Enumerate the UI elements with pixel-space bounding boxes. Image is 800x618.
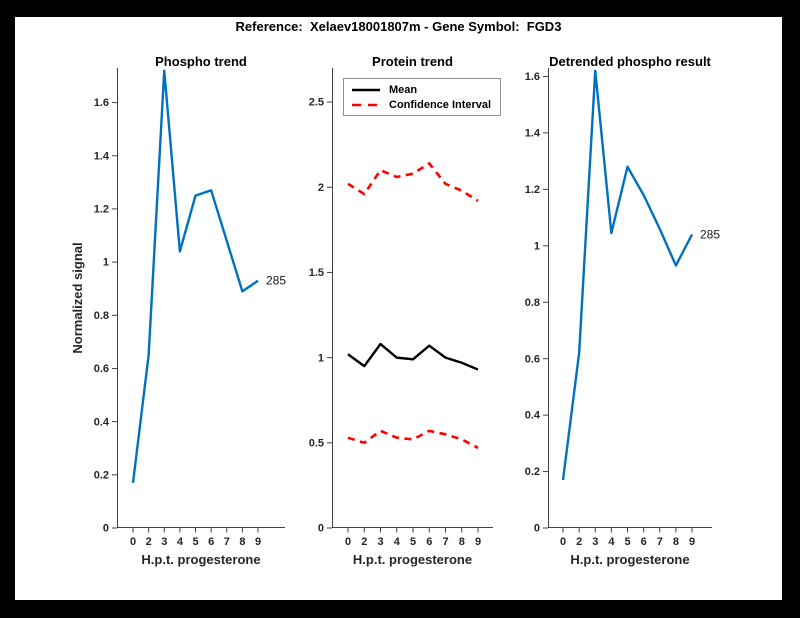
y-tick-label: 0.4	[525, 410, 541, 422]
y-tick-label: 0.8	[94, 310, 109, 322]
x-tick-label: 4	[608, 536, 615, 548]
x-tick-label: 4	[177, 536, 184, 548]
subplot-phospho-trend: Phospho trend Normalized signal 0 0.2 0.4 0…	[70, 54, 286, 567]
subplot-title: Detrended phospho result	[549, 54, 711, 69]
y-tick-label: 0	[318, 523, 324, 535]
figure-title: Reference: Xelaev18001807m - Gene Symbol…	[235, 19, 562, 34]
chart-svg-protein-trend: 00.511.522.50 2 3 4 5 6 7 8 9	[309, 68, 493, 548]
x-tick-label: 5	[624, 536, 630, 548]
y-tick-label: 0.6	[525, 353, 540, 365]
y-tick-label: 1.2	[94, 204, 109, 216]
x-tick-label: 9	[255, 536, 261, 548]
x-tick-label: 2	[146, 536, 152, 548]
mean-line-swatch-icon	[352, 88, 380, 91]
y-tick-label: 0	[103, 523, 109, 535]
y-tick-label: 1.5	[309, 267, 324, 279]
y-axis-label: Normalized signal	[70, 242, 85, 354]
x-tick-label: 6	[426, 536, 432, 548]
y-tick-label: 0	[534, 523, 540, 535]
x-tick-label: 3	[377, 536, 383, 548]
y-tick-label: 0.2	[94, 469, 109, 481]
x-tick-label: 9	[689, 536, 695, 548]
y-tick-label: 1	[534, 240, 540, 252]
y-tick-label: 0.2	[525, 466, 540, 478]
y-tick-label: 1	[103, 257, 109, 269]
y-tick-label: 1.4	[94, 150, 110, 162]
x-tick-label: 0	[130, 536, 136, 548]
x-tick-label: 8	[673, 536, 679, 548]
legend-row-mean: Mean	[351, 82, 491, 97]
x-tick-label: 7	[224, 536, 230, 548]
x-tick-label: 8	[239, 536, 245, 548]
y-tick-label: 1.6	[525, 71, 540, 83]
endpoint-label: 285	[700, 227, 720, 241]
y-tick-label: 1.2	[525, 184, 540, 196]
series-line-detrended-phospho-signal	[561, 69, 694, 481]
x-tick-label: 2	[576, 536, 582, 548]
x-tick-label: 9	[475, 536, 481, 548]
x-tick-label: 8	[459, 536, 465, 548]
legend-label-mean: Mean	[389, 83, 418, 96]
endpoint-label: 285	[266, 274, 286, 288]
subplot-title: Phospho trend	[155, 54, 247, 69]
y-tick-label: 0.8	[525, 297, 540, 309]
subplot-title: Protein trend	[372, 54, 453, 69]
y-tick-label: 1.4	[525, 128, 541, 140]
x-tick-label: 7	[442, 536, 448, 548]
x-tick-label: 2	[361, 536, 367, 548]
subplot-protein-trend: Protein trend 0 0.5 1 1.5 2 2.5 0 2 3 4 5 6 7 8 9 Mean…	[309, 54, 502, 567]
y-tick-label: 1	[318, 352, 324, 364]
x-tick-label: 3	[592, 536, 598, 548]
x-axis-label: H.p.t. progesterone	[352, 552, 473, 567]
x-tick-label: 0	[560, 536, 566, 548]
y-tick-label: 0.4	[94, 416, 110, 428]
x-tick-label: 7	[657, 536, 663, 548]
subplot-detrended-phospho-result: Detrended phospho result 0 0.2 0.4 0.6 0.8 1 1…	[525, 54, 721, 567]
x-tick-label: 3	[161, 536, 167, 548]
x-tick-label: 6	[208, 536, 214, 548]
legend-row-confidence-interval: Confidence Interval	[351, 97, 491, 112]
y-tick-label: 0.6	[94, 363, 109, 375]
x-tick-label: 6	[641, 536, 647, 548]
legend-label-confidence-interval: Confidence Interval	[389, 98, 492, 111]
x-tick-label: 0	[345, 536, 351, 548]
series-line-confidence-interval-lower-	[347, 429, 479, 450]
x-axis-label: H.p.t. progesterone	[570, 552, 690, 567]
y-tick-label: 1.6	[94, 97, 109, 109]
y-tick-label: 2.5	[309, 97, 324, 109]
figure-canvas: Reference: Xelaev18001807m - Gene Symbol…	[15, 17, 782, 600]
x-tick-label: 4	[394, 536, 401, 548]
y-tick-label: 2	[318, 182, 324, 194]
x-tick-label: 5	[410, 536, 416, 548]
x-tick-label: 5	[192, 536, 198, 548]
y-tick-label: 0.5	[309, 437, 324, 449]
x-axis-label: H.p.t. progesterone	[141, 552, 261, 567]
series-line-phospho-signal	[131, 69, 259, 483]
series-line-mean	[347, 342, 479, 371]
confidence-interval-line-swatch-icon	[352, 103, 380, 106]
series-line-confidence-interval-upper-	[347, 162, 479, 202]
legend: Mean Confidence Interval	[343, 78, 502, 116]
